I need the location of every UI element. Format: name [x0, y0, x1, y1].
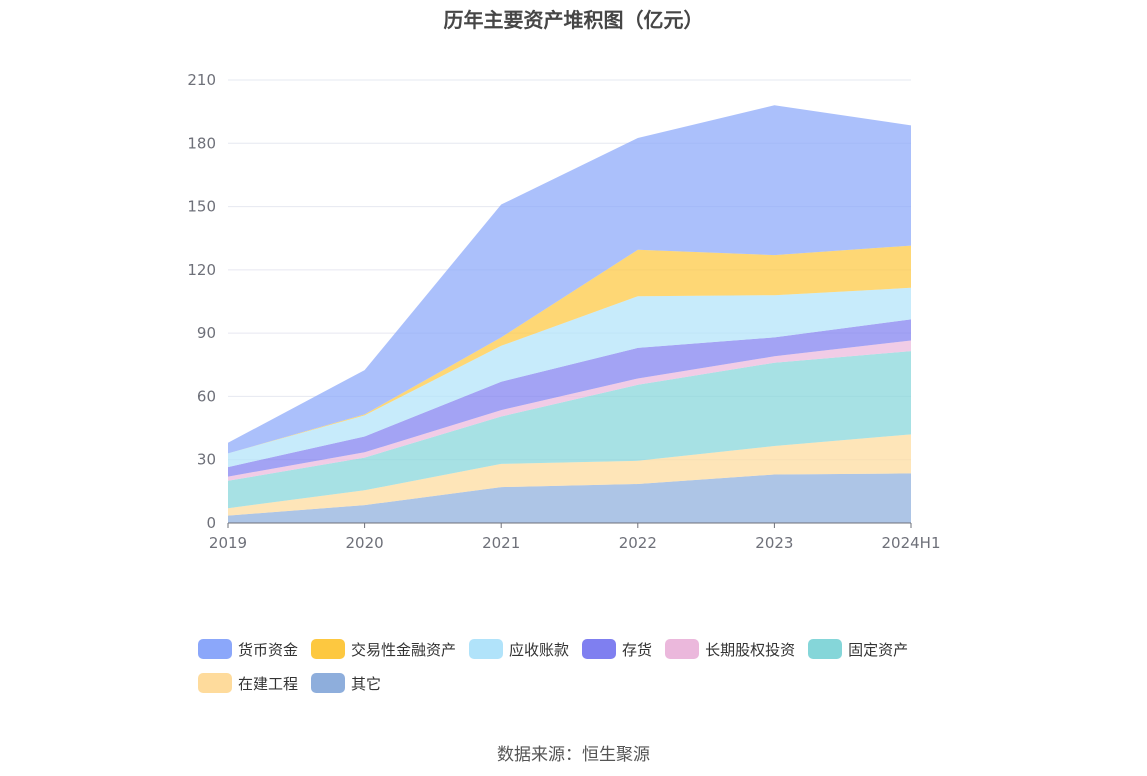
chart-legend: 货币资金 交易性金融资产 应收账款 存货 长期股权投资 固定资产在建工程 其它 — [198, 638, 978, 706]
area-series-2 — [228, 351, 911, 509]
y-tick-label: 210 — [187, 71, 216, 89]
y-tick-label: 180 — [187, 134, 216, 152]
legend-label: 其它 — [351, 674, 382, 693]
area-series-7 — [228, 105, 911, 454]
legend-label: 交易性金融资产 — [351, 640, 457, 659]
data-source-note: 数据来源：恒生聚源 — [497, 745, 650, 765]
legend-item[interactable]: 固定资产 — [808, 638, 908, 660]
area-series-3 — [228, 340, 911, 481]
legend-swatch — [311, 639, 346, 659]
chart-title: 历年主要资产堆积图（亿元） — [443, 8, 704, 32]
x-tick-label: 2020 — [346, 534, 384, 552]
legend-label: 固定资产 — [848, 640, 909, 659]
legend-swatch — [198, 673, 232, 693]
legend-item[interactable]: 货币资金 — [198, 638, 298, 660]
legend-label: 长期股权投资 — [705, 640, 796, 659]
area-series-4 — [228, 319, 911, 477]
stacked-area-chart: 0 30 60 90 120 150 180 210 2019 2020 2021 2022 2023 2… — [187, 71, 941, 552]
x-tick-label: 2023 — [755, 534, 793, 552]
y-tick-label: 90 — [197, 324, 216, 342]
area-series-6 — [228, 245, 911, 454]
legend-item[interactable]: 交易性金融资产 — [311, 638, 456, 660]
y-tick-label: 120 — [187, 261, 216, 279]
area-series-0 — [228, 473, 911, 523]
legend-swatch — [469, 639, 504, 659]
legend-item[interactable]: 在建工程 — [198, 672, 298, 694]
x-tick-label: 2024H1 — [882, 534, 941, 552]
legend-swatch — [808, 639, 843, 659]
legend-label: 存货 — [622, 640, 653, 659]
legend-label: 应收账款 — [509, 640, 570, 659]
y-tick-label: 30 — [197, 451, 216, 469]
legend-swatch — [311, 673, 346, 693]
y-tick-label: 60 — [197, 387, 216, 405]
legend-swatch — [582, 639, 617, 659]
legend-item[interactable]: 应收账款 — [469, 638, 569, 660]
y-tick-label: 0 — [206, 514, 216, 532]
area-series-5 — [228, 287, 911, 468]
x-tick-label: 2022 — [619, 534, 657, 552]
x-tick-label: 2019 — [209, 534, 247, 552]
legend-item[interactable]: 长期股权投资 — [665, 638, 795, 660]
area-series-1 — [228, 434, 911, 516]
y-tick-label: 150 — [187, 198, 216, 216]
legend-swatch — [665, 639, 700, 659]
legend-swatch — [198, 639, 232, 659]
x-tick-label: 2021 — [482, 534, 520, 552]
legend-label: 货币资金 — [238, 640, 299, 659]
legend-label: 在建工程 — [238, 674, 299, 693]
legend-item[interactable]: 存货 — [582, 638, 652, 660]
legend-item[interactable]: 其它 — [311, 672, 381, 694]
